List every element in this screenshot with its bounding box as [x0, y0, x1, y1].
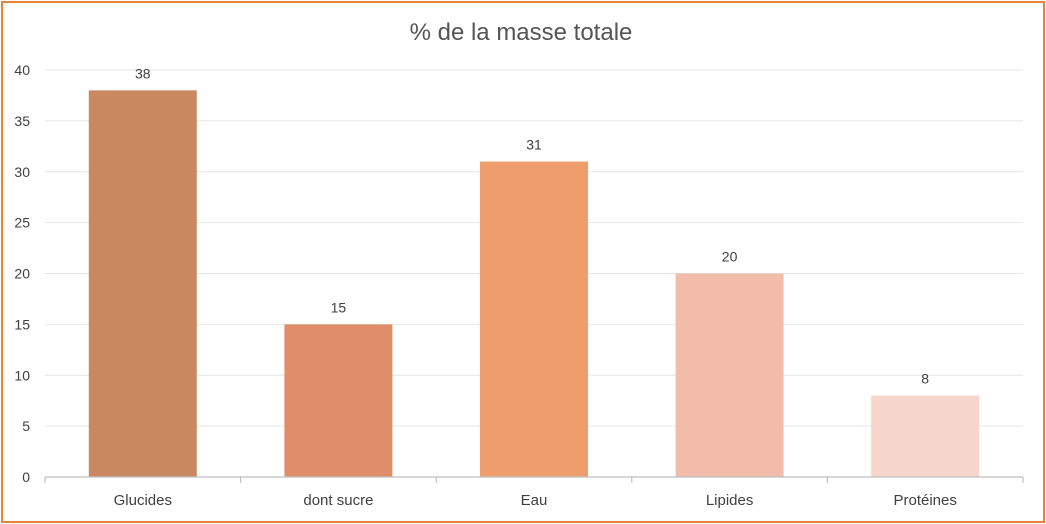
y-tick-label: 30 [14, 164, 30, 180]
data-labels: 38 15 31 20 8 [135, 65, 929, 386]
bar-3 [675, 273, 784, 477]
bar-4 [871, 395, 980, 477]
data-label: 8 [921, 371, 929, 387]
data-label: 38 [135, 65, 151, 81]
y-tick-label: 10 [14, 367, 30, 383]
data-label: 20 [722, 249, 738, 265]
bars [88, 90, 980, 477]
y-tick-label: 25 [14, 215, 30, 231]
y-axis-ticks: 0 5 10 15 20 25 30 35 40 [14, 62, 30, 485]
y-tick-label: 40 [14, 62, 30, 78]
category-label: Lipides [706, 492, 754, 509]
y-tick-label: 5 [22, 418, 30, 434]
bar-2 [480, 161, 588, 477]
bar-0 [88, 90, 197, 477]
x-axis [44, 476, 1024, 483]
y-tick-label: 15 [14, 316, 30, 332]
y-tick-label: 20 [14, 266, 30, 282]
category-label: Protéines [894, 492, 957, 509]
category-label: dont sucre [303, 492, 373, 509]
chart-title: % de la masse totale [410, 19, 633, 46]
y-tick-label: 35 [14, 113, 30, 129]
bar-1 [284, 324, 393, 477]
data-label: 31 [526, 137, 542, 153]
data-label: 15 [331, 299, 347, 315]
y-tick-label: 0 [22, 469, 30, 485]
category-label: Glucides [114, 492, 172, 509]
category-labels: Glucides dont sucre Eau Lipides Protéines [114, 492, 957, 509]
category-label: Eau [521, 492, 548, 509]
